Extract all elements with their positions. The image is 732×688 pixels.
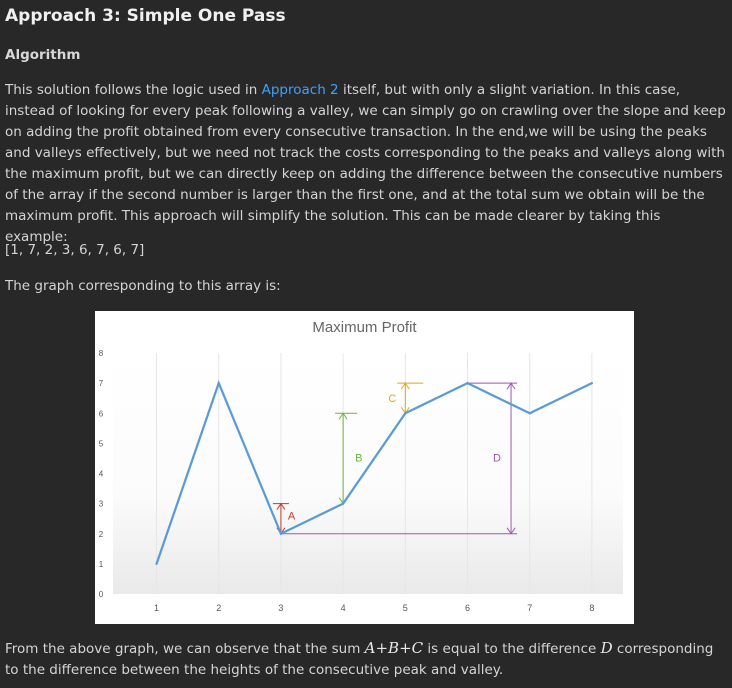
x-tick-label: 5 <box>403 603 408 613</box>
data-point <box>404 412 407 415</box>
conclusion-text-3: corresponding to the difference between … <box>5 641 714 678</box>
annotation-b-label: B <box>355 452 362 464</box>
algorithm-heading: Algorithm <box>5 47 81 63</box>
annotation-d-arrowhead-down <box>506 527 516 535</box>
y-tick-label: 0 <box>99 590 104 599</box>
conclusion-paragraph: From the above graph, we can observe tha… <box>5 638 727 681</box>
annotation-c-label: C <box>388 393 396 405</box>
annotation-d-arrowhead-up <box>506 382 516 390</box>
x-tick-label: 3 <box>278 603 283 613</box>
y-tick-label: 3 <box>99 500 104 509</box>
description-paragraph: This solution follows the logic used in … <box>5 80 727 248</box>
x-tick-label: 7 <box>527 603 532 613</box>
annotation-d-label: D <box>493 452 501 464</box>
series-line <box>155 379 593 565</box>
conclusion-text-1: From the above graph, we can observe tha… <box>5 641 365 657</box>
y-tick-label: 8 <box>99 349 104 358</box>
conclusion-text-2: is equal to the difference <box>423 641 601 657</box>
x-tick-label: 1 <box>154 603 159 613</box>
y-tick-label: 2 <box>99 530 104 539</box>
y-tick-label: 4 <box>99 470 104 479</box>
x-tick-label: 6 <box>465 603 470 613</box>
data-point <box>342 502 345 505</box>
chart-title: Maximum Profit <box>312 319 417 336</box>
plot-area <box>113 353 623 594</box>
max-profit-chart: Maximum Profit 0 1 2 3 4 5 6 7 8 1 2 3 4 5 6 7 8 A B C D <box>95 311 634 624</box>
data-point <box>279 532 283 535</box>
annotation-a-label: A <box>288 511 296 523</box>
data-point <box>217 382 220 385</box>
math-sum-abc: A+B+C <box>364 639 424 657</box>
array-example: [1, 7, 2, 3, 6, 7, 6, 7] <box>5 242 145 258</box>
data-point <box>466 382 469 385</box>
data-point <box>155 562 158 565</box>
data-point <box>528 412 531 415</box>
x-tick-label: 8 <box>589 603 594 613</box>
x-tick-label: 2 <box>216 603 221 613</box>
y-tick-label: 1 <box>99 560 104 569</box>
section-title: Approach 3: Simple One Pass <box>5 6 286 26</box>
y-tick-label: 5 <box>99 439 104 448</box>
description-text-1: This solution follows the logic used in <box>5 82 262 98</box>
description-text-2: itself, but with only a slight variation… <box>5 82 726 245</box>
approach-2-link[interactable]: Approach 2 <box>261 82 339 98</box>
y-tick-label: 7 <box>99 379 104 388</box>
math-d: D <box>600 639 613 657</box>
x-tick-label: 4 <box>341 603 346 613</box>
data-point <box>590 382 594 385</box>
graph-lead-text: The graph corresponding to this array is… <box>5 278 281 294</box>
y-tick-label: 6 <box>99 409 104 418</box>
